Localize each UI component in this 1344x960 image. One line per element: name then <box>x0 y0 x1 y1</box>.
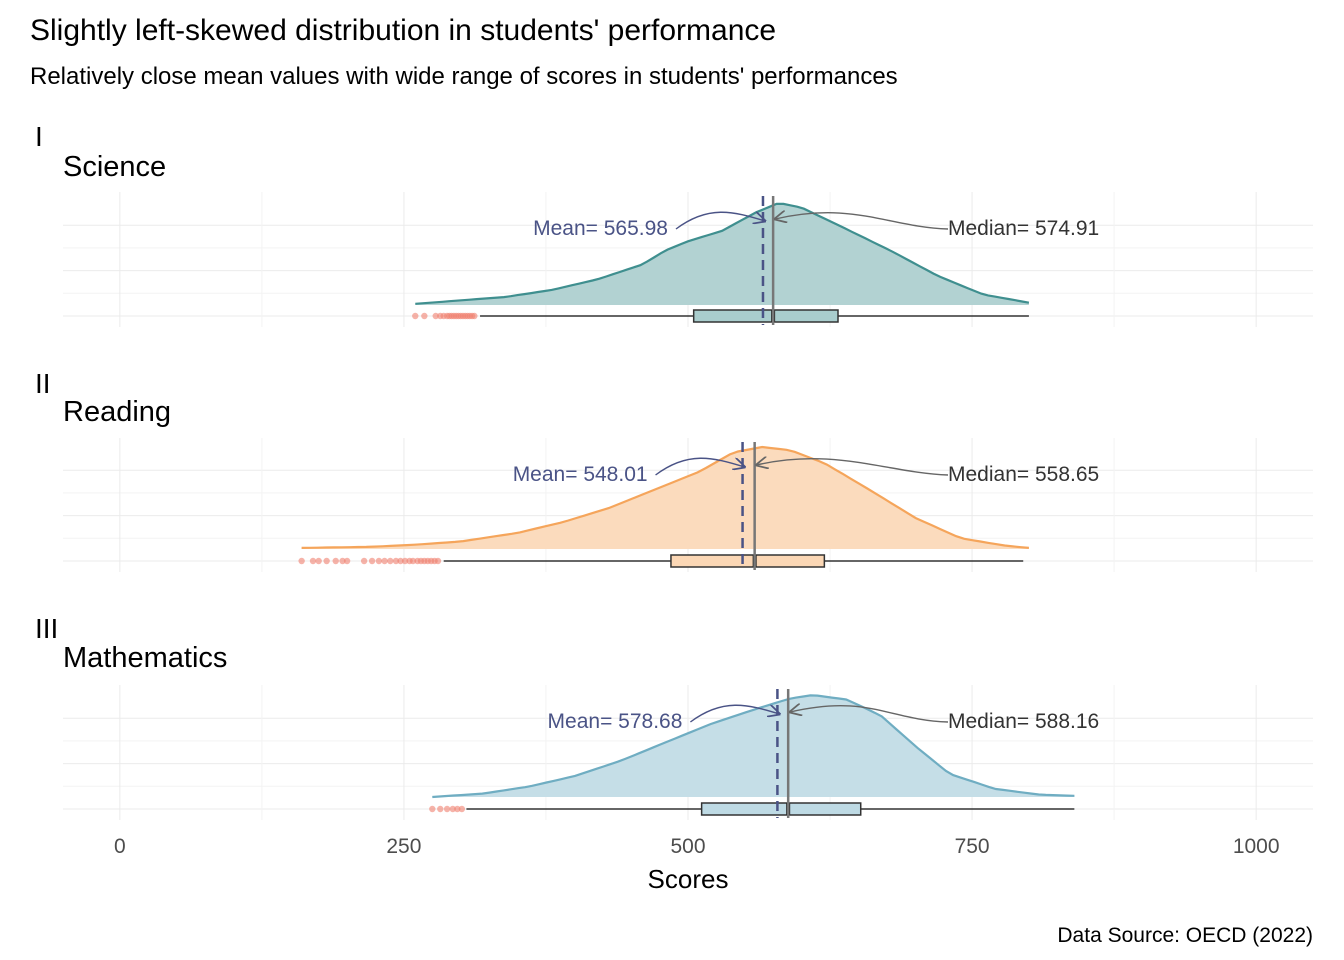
outlier-point <box>323 557 330 565</box>
box <box>692 309 839 323</box>
density-area <box>301 447 1029 549</box>
data-source-caption: Data Source: OECD (2022) <box>1057 924 1313 947</box>
panel-title: Reading <box>63 396 171 428</box>
outlier-point <box>397 557 404 565</box>
outlier-point <box>375 557 383 565</box>
density-area <box>432 695 1075 797</box>
outlier-point <box>343 557 351 565</box>
x-axis: 0 250 500 750 1000 <box>114 835 1280 858</box>
outlier-point <box>387 557 394 565</box>
facet-panels: I Science Mean= 565.98 Median= 574.91 II Read… <box>35 121 1313 820</box>
outlier-point <box>309 557 317 565</box>
median-label: Median= 588.16 <box>948 710 1099 733</box>
x-tick-label: 750 <box>955 835 990 858</box>
mean-arrow <box>689 704 779 723</box>
outlier-point <box>409 557 417 565</box>
panel-number: III <box>35 613 58 644</box>
mean-label: Mean= 565.98 <box>533 217 668 240</box>
outlier-point <box>315 557 322 565</box>
x-axis-title: Scores <box>648 864 729 894</box>
panel-science: I Science Mean= 565.98 Median= 574.91 <box>35 121 1313 327</box>
outlier-point <box>434 557 442 565</box>
outlier-point <box>421 312 428 320</box>
x-tick-label: 250 <box>386 835 421 858</box>
median-arrow <box>790 706 949 723</box>
panel-number: II <box>35 368 51 399</box>
outlier-point <box>443 805 451 813</box>
panel-title: Mathematics <box>63 642 227 674</box>
outlier-point <box>368 557 376 565</box>
outlier-point <box>449 805 456 813</box>
mean-label: Mean= 578.68 <box>548 710 683 733</box>
density-area <box>415 203 1029 305</box>
outlier-point <box>381 557 388 565</box>
box <box>700 802 862 816</box>
outlier-point <box>432 312 439 320</box>
density-curve <box>432 694 1075 799</box>
mean-arrow <box>655 457 745 476</box>
panel-number: I <box>35 121 43 152</box>
outlier-point <box>454 805 461 813</box>
x-tick-label: 0 <box>114 835 126 858</box>
chart-title: Slightly left-skewed distribution in stu… <box>30 14 776 47</box>
x-tick-label: 1000 <box>1233 835 1280 858</box>
density-curve <box>301 445 1029 549</box>
density-curve <box>415 202 1030 305</box>
outlier-point <box>360 557 368 565</box>
mean-arrow <box>675 211 765 230</box>
outlier-point <box>437 805 444 813</box>
panel-title: Science <box>63 151 166 183</box>
outlier-point <box>458 805 466 813</box>
median-label: Median= 574.91 <box>948 217 1099 240</box>
outlier-point <box>339 557 346 565</box>
outlier-point <box>471 312 478 320</box>
mean-label: Mean= 548.01 <box>513 463 648 486</box>
chart-subtitle: Relatively close mean values with wide r… <box>30 63 898 90</box>
outlier-point <box>412 312 419 320</box>
median-arrow <box>757 459 949 476</box>
panel-reading: II Reading Mean= 548.01 Median= 558.65 <box>35 368 1313 572</box>
outlier-point <box>401 557 409 565</box>
median-arrow <box>775 213 949 230</box>
x-tick-label: 500 <box>670 835 705 858</box>
outlier-point <box>332 557 339 565</box>
outlier-point <box>392 557 400 565</box>
median-label: Median= 558.65 <box>948 463 1099 486</box>
outlier-point <box>298 557 305 565</box>
outlier-point <box>429 805 436 813</box>
box <box>670 554 826 568</box>
